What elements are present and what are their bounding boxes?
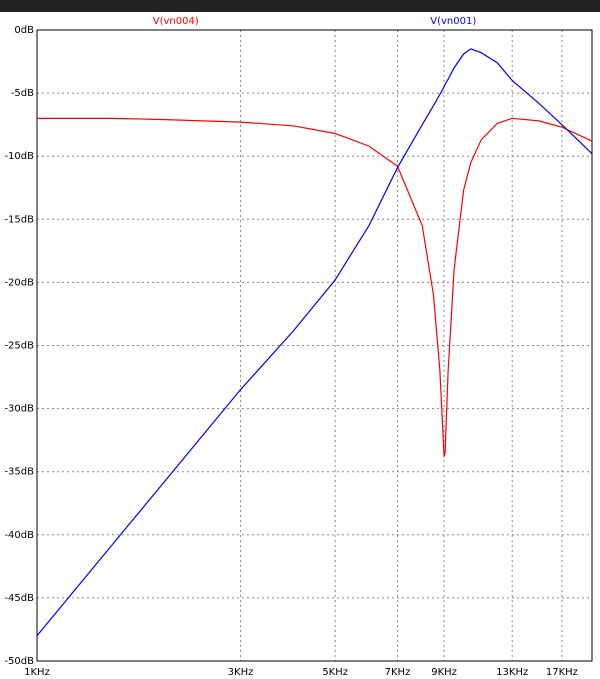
y-tick-label: -30dB: [4, 404, 34, 415]
x-tick-label: 9KHz: [431, 667, 457, 678]
series-line: [37, 117, 593, 457]
y-tick-label: -20dB: [4, 277, 34, 288]
y-tick-label: -5dB: [11, 88, 34, 99]
legend-label: V(vn004): [153, 16, 199, 27]
y-tick-label: -50dB: [4, 656, 34, 667]
y-tick-label: 0dB: [14, 25, 34, 36]
y-tick-label: -25dB: [4, 341, 34, 352]
y-tick-label: -15dB: [4, 214, 34, 225]
x-tick-label: 17KHz: [546, 667, 578, 678]
y-tick-label: -40dB: [4, 530, 34, 541]
y-tick-label: -10dB: [4, 151, 34, 162]
plot-frame: [36, 29, 593, 662]
y-tick-label: -35dB: [4, 467, 34, 478]
x-tick-label: 1KHz: [24, 667, 50, 678]
y-tick-label: -45dB: [4, 593, 34, 604]
legend-label: V(vn001): [430, 16, 476, 27]
x-tick-label: 3KHz: [228, 667, 254, 678]
x-tick-label: 13KHz: [496, 667, 528, 678]
series-line: [36, 48, 593, 637]
x-tick-label: 5KHz: [322, 667, 348, 678]
x-tick-label: 7KHz: [385, 667, 411, 678]
window-strip: [0, 0, 600, 12]
